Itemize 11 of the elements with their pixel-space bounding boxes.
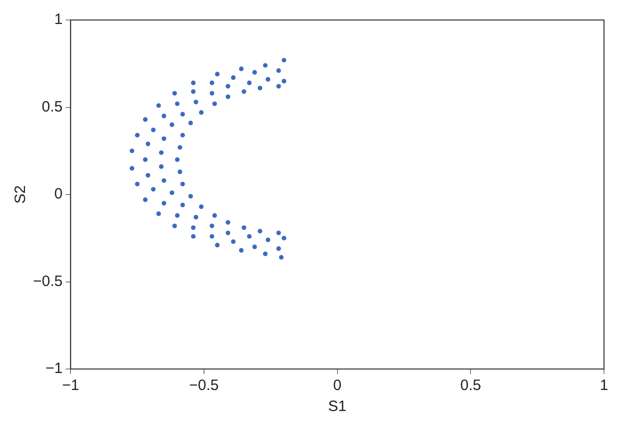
x-tick-label: 1 <box>600 377 608 394</box>
y-axis-title: S2 <box>12 185 30 204</box>
y-tick-label: 0.5 <box>42 98 63 116</box>
x-tick-label: 0 <box>333 377 342 394</box>
x-tick-label: 0.5 <box>460 377 482 394</box>
y-tick-label: 0 <box>54 186 63 203</box>
y-tick-label: 1 <box>54 11 63 28</box>
y-tick-label: −0.5 <box>32 272 63 290</box>
y-tick-label: −1 <box>46 360 63 378</box>
x-tick-label: −0.5 <box>189 377 219 394</box>
x-axis-title: S1 <box>328 398 346 416</box>
